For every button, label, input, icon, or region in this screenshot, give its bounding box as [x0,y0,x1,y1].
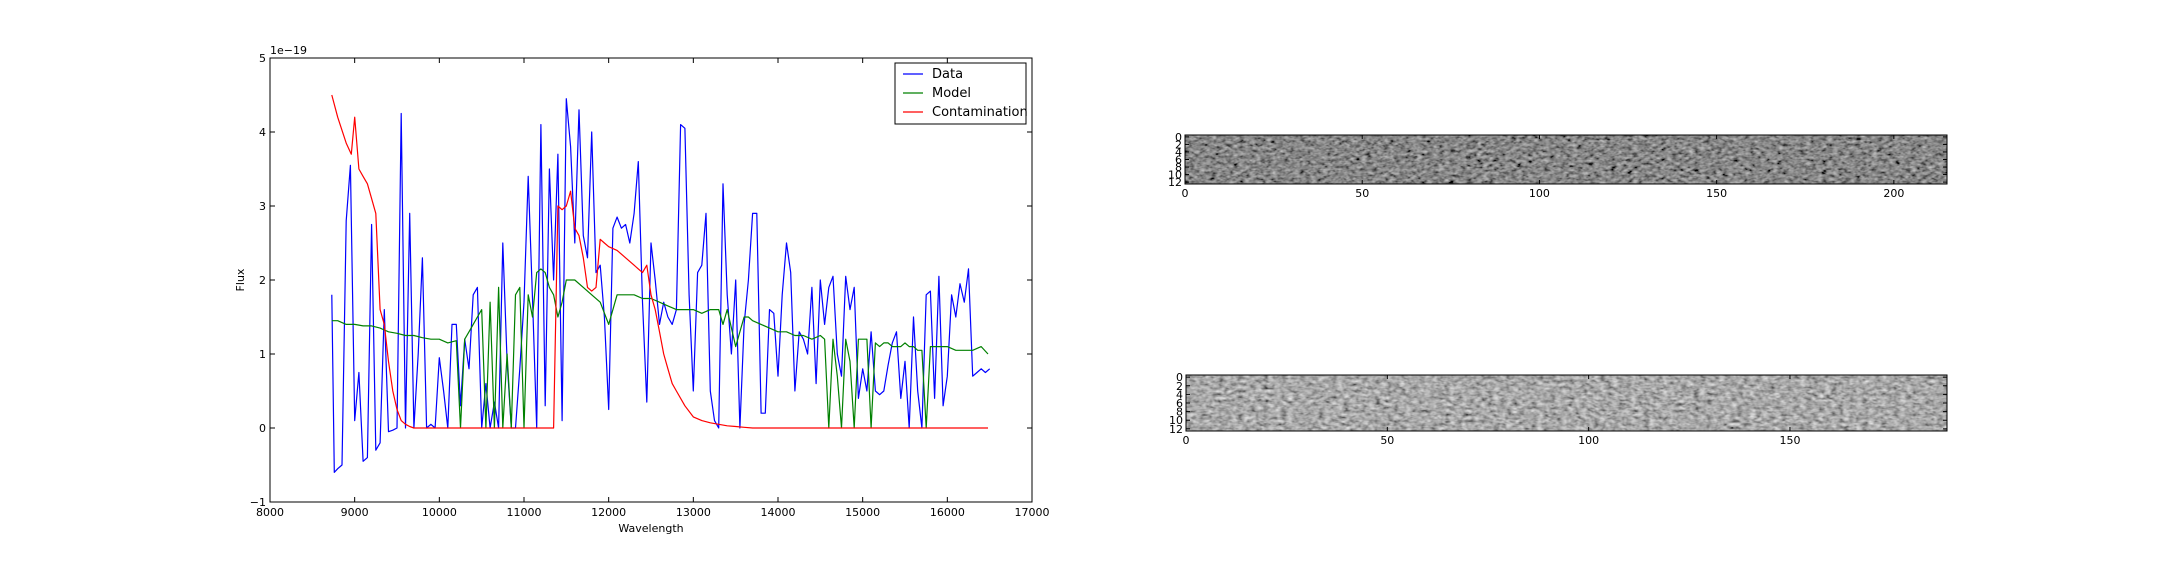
x-tick-label: 14000 [761,506,796,519]
x-tick-label: 11000 [507,506,542,519]
y-tick-label: 2 [259,274,266,287]
series-line-data [331,98,991,473]
y-tick-label: 5 [259,52,266,65]
y-tick-label: −1 [250,496,266,509]
y-tick-label: 0 [1175,131,1182,144]
image-pixels-top [1185,135,1947,184]
x-tick-label: 10000 [422,506,457,519]
x-tick-label: 150 [1706,187,1727,200]
y-tick-label: 1 [259,348,266,361]
y-tick-label: 10 [1169,414,1183,427]
y-tick-label: 4 [1175,146,1182,159]
legend-label-model: Model [932,86,971,101]
tick-layer: 8000 9000 10000 11000 12000 13000 14000 15000 16… [250,52,1050,519]
legend: Data Model Contamination [894,62,1028,125]
x-tick-label: 100 [1529,187,1550,200]
x-tick-label: 13000 [676,506,711,519]
y-tick-label: 2 [1175,138,1182,151]
series-line-contamination [331,94,988,429]
y-tick-label: 4 [1176,388,1183,401]
series-layer [331,94,991,473]
x-tick-label: 15000 [845,506,880,519]
y-tick-label: 4 [259,126,266,139]
x-tick-label: 50 [1355,187,1369,200]
x-tick-label: 200 [1883,187,1904,200]
y-tick-label: 8 [1176,406,1183,419]
y-tick-label: 2 [1176,380,1183,393]
y-tick-label: 0 [259,422,266,435]
y-tick-label: 12 [1168,176,1182,189]
y-offset-label: 1e−19 [270,44,307,57]
image-pixels-bottom [1186,375,1947,431]
x-tick-label: 100 [1578,434,1599,447]
y-tick-label: 8 [1175,161,1182,174]
legend-label-contamination: Contamination [932,105,1028,120]
x-tick-label: 17000 [1015,506,1050,519]
x-tick-label: 150 [1779,434,1800,447]
y-tick-label: 6 [1176,397,1183,410]
x-tick-label: 9000 [341,506,369,519]
x-tick-label: 16000 [930,506,965,519]
x-tick-label: 50 [1380,434,1394,447]
y-axis-label: Flux [234,268,247,291]
y-tick-label: 3 [259,200,266,213]
x-tick-label: 0 [1183,434,1190,447]
plot-frame [269,57,1033,503]
legend-label-data: Data [932,67,963,82]
x-tick-label: 0 [1182,187,1189,200]
x-axis-label: Wavelength [618,522,683,535]
y-tick-label: 6 [1175,154,1182,167]
x-tick-label: 8000 [256,506,284,519]
y-tick-label: 0 [1176,371,1183,384]
x-tick-label: 12000 [591,506,626,519]
y-tick-label: 10 [1168,169,1182,182]
y-tick-label: 12 [1169,423,1183,436]
spectrum-chart: 8000 9000 10000 11000 12000 13000 14000 15000 16… [234,44,1050,535]
series-line-model [331,268,989,429]
